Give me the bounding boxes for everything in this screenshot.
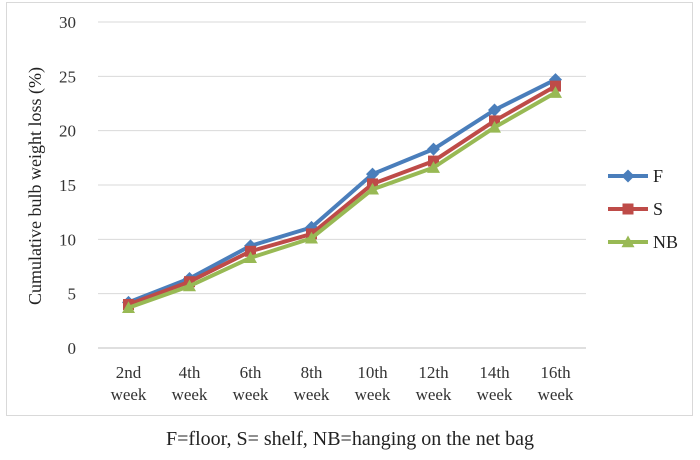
- x-tick-label: 14th week: [477, 363, 513, 404]
- data-point-nb: [244, 251, 257, 264]
- y-tick-label: 5: [68, 285, 77, 304]
- legend-label-s: S: [653, 199, 663, 219]
- legend-label-f: F: [653, 166, 663, 186]
- x-tick-label: 10th week: [355, 363, 391, 404]
- y-tick-label: 25: [59, 67, 76, 86]
- data-point-f: [366, 167, 379, 181]
- gridlines: [98, 21, 586, 295]
- line-chart: 0 5 10 15 20 25 30 2nd week 4th week 6th week 8th week…: [25, 13, 678, 404]
- y-tick-label: 30: [59, 13, 76, 32]
- x-tick-label: 6th week: [233, 363, 269, 404]
- data-point-s: [550, 80, 561, 92]
- data-point-nb: [366, 182, 379, 195]
- y-tick-label: 15: [59, 176, 76, 195]
- data-point-s: [428, 155, 439, 167]
- data-point-nb: [305, 231, 318, 244]
- axes: 0 5 10 15 20 25 30 2nd week 4th week 6th week 8th week…: [59, 13, 586, 404]
- series-lines: [122, 73, 562, 313]
- series-line-s: [127, 84, 557, 307]
- legend: FS NB: [608, 166, 678, 252]
- x-tick-label: 4th week: [172, 363, 208, 404]
- x-tick-label: 8th week: [294, 363, 330, 404]
- series-line-nb: [127, 90, 557, 310]
- data-point-f: [488, 103, 501, 117]
- legend-marker-s: [622, 203, 634, 215]
- series-line-f: [127, 77, 557, 305]
- y-tick-label: 10: [59, 230, 76, 249]
- legend-marker-nb: [621, 235, 635, 248]
- y-tick-label: 0: [68, 339, 77, 358]
- data-point-nb: [427, 161, 440, 173]
- data-point-f: [427, 142, 440, 156]
- data-point-s: [489, 115, 500, 127]
- y-tick-label: 20: [59, 122, 76, 141]
- data-point-s: [245, 245, 256, 257]
- legend-marker-f: [621, 169, 635, 183]
- data-point-nb: [488, 120, 501, 133]
- y-axis-title: Cumulative bulb weight loss (%): [25, 67, 46, 305]
- data-point-nb: [549, 86, 562, 98]
- legend-label-nb: NB: [653, 232, 678, 252]
- x-tick-label: 16th week: [538, 363, 574, 404]
- data-point-nb: [122, 301, 135, 313]
- x-tick-label: 2nd week: [111, 363, 147, 404]
- x-tick-label: 12th week: [416, 363, 452, 404]
- chart-caption: F=floor, S= shelf, NB=hanging on the net…: [166, 428, 534, 450]
- data-point-nb: [183, 279, 196, 292]
